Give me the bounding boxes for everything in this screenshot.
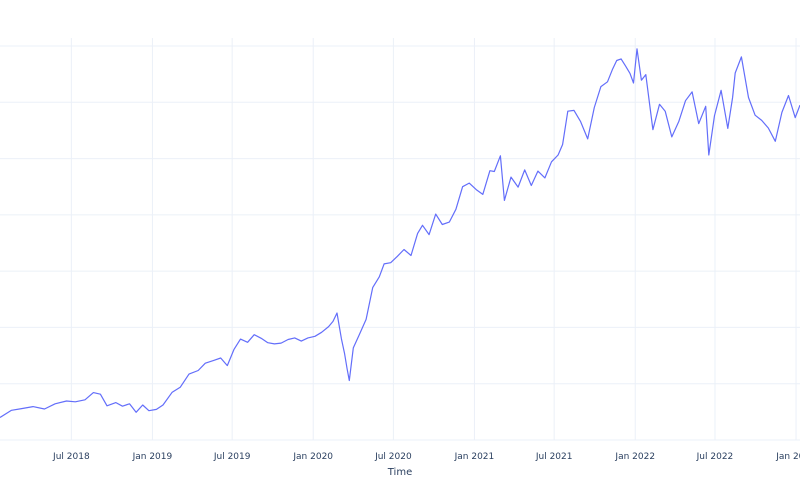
x-axis-ticks: Jul 2018 Jan 2019 Jul 2019 Jan 2020 Jul 2020…: [52, 452, 800, 462]
x-tick-label: Jul 2019: [213, 452, 251, 462]
x-tick-label: Jan 2020: [292, 452, 333, 462]
x-tick-label: Jul 2020: [374, 452, 412, 462]
x-tick-label: Jan 2023: [775, 452, 800, 462]
x-tick-label: Jan 2021: [454, 452, 495, 462]
x-tick-label: Jul 2018: [52, 452, 90, 462]
x-tick-label: Jul 2021: [535, 452, 573, 462]
series-line: [0, 48, 800, 419]
x-tick-label: Jan 2019: [132, 452, 173, 462]
x-tick-label: Jan 2022: [614, 452, 655, 462]
x-axis-title: Time: [387, 467, 412, 478]
gridlines: [0, 38, 800, 441]
x-tick-label: Jul 2022: [696, 452, 734, 462]
